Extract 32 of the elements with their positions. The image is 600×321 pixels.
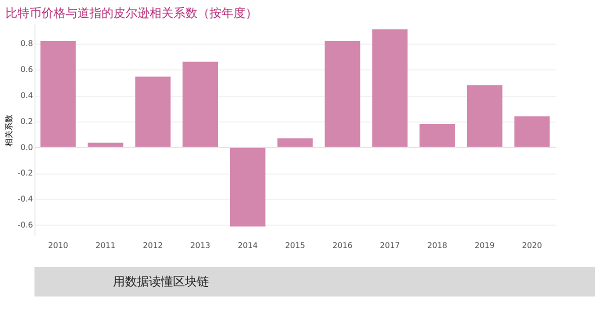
bar bbox=[40, 40, 76, 148]
chart-title: 比特币价格与道指的皮尔逊相关系数（按年度） bbox=[5, 6, 258, 20]
y-tick-label: 0.0 bbox=[20, 142, 33, 152]
bar bbox=[466, 85, 502, 148]
y-tick-label: -0.2 bbox=[18, 168, 33, 178]
x-tick-label: 2016 bbox=[332, 240, 352, 250]
x-tick-label: 2019 bbox=[474, 240, 495, 250]
x-tick-label: 2017 bbox=[380, 240, 400, 250]
y-tick-label: 0.2 bbox=[20, 116, 33, 126]
y-tick-label: 0.8 bbox=[20, 39, 33, 48]
x-tick-label: 2010 bbox=[48, 240, 68, 250]
x-tick-label: 2014 bbox=[238, 240, 258, 250]
bar bbox=[230, 147, 266, 226]
x-tick-label: 2015 bbox=[285, 240, 306, 250]
x-tick-label: 2013 bbox=[190, 240, 210, 250]
bar bbox=[277, 138, 313, 148]
bar bbox=[324, 40, 360, 148]
x-tick-label: 2012 bbox=[142, 240, 163, 250]
y-tick-label: -0.4 bbox=[18, 194, 33, 204]
y-axis-title: 相关系数 bbox=[4, 114, 14, 146]
x-tick-label: 2020 bbox=[522, 240, 542, 250]
text: 用数据读懂区块链 bbox=[113, 274, 210, 289]
x-tick-label: 2011 bbox=[96, 240, 116, 250]
y-tick-label: -0.6 bbox=[18, 220, 33, 230]
bar bbox=[372, 29, 408, 148]
bar bbox=[135, 76, 171, 148]
bar bbox=[420, 124, 455, 148]
bar bbox=[182, 62, 218, 148]
y-tick-label: 0.6 bbox=[20, 64, 33, 74]
y-tick-label: 0.4 bbox=[20, 90, 33, 100]
bar bbox=[514, 116, 550, 148]
x-tick-label: 2018 bbox=[427, 240, 448, 250]
